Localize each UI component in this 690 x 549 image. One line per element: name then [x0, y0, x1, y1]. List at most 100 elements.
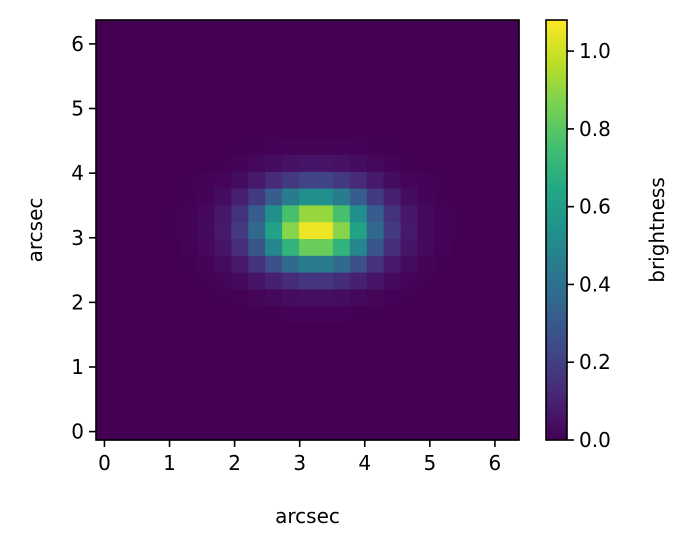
heatmap-cell — [400, 272, 419, 290]
heatmap-cell — [400, 406, 419, 424]
heatmap-cell — [146, 423, 165, 441]
heatmap-cell — [502, 305, 520, 323]
heatmap-cell — [197, 238, 216, 256]
heatmap-cell — [315, 104, 334, 122]
heatmap-cell — [485, 188, 503, 206]
heatmap-cell — [451, 339, 469, 357]
heatmap-cell — [163, 104, 182, 122]
heatmap-cell — [129, 389, 148, 407]
heatmap-cell — [451, 423, 469, 441]
heatmap-cell — [180, 372, 199, 391]
heatmap-cell — [451, 137, 469, 155]
heatmap-cell — [383, 372, 402, 391]
heatmap-cell — [468, 255, 486, 273]
heatmap-cell — [231, 70, 249, 88]
heatmap-cell — [315, 272, 334, 290]
heatmap-cell — [96, 406, 114, 424]
heatmap-cell — [485, 120, 503, 139]
heatmap-cell — [299, 339, 317, 357]
heatmap-cell — [315, 221, 334, 239]
heatmap-cell — [248, 322, 266, 340]
heatmap-cell — [349, 221, 368, 239]
heatmap-cell — [214, 154, 232, 172]
heatmap-cell — [163, 204, 182, 223]
heatmap-cell — [112, 238, 131, 256]
heatmap-cell — [248, 87, 266, 105]
heatmap-cell — [129, 221, 148, 239]
heatmap-cell — [383, 20, 402, 38]
heatmap-cell — [197, 339, 216, 357]
heatmap-cell — [96, 70, 114, 88]
heatmap-cell — [299, 272, 317, 290]
heatmap-cell — [332, 406, 351, 424]
heatmap-cell — [214, 322, 232, 340]
heatmap-cell — [96, 221, 114, 239]
heatmap-cell — [282, 255, 300, 273]
heatmap-cell — [434, 238, 452, 256]
heatmap-cell — [299, 53, 317, 71]
heatmap-cell — [282, 372, 300, 391]
heatmap-cell — [265, 53, 283, 71]
heatmap-cell — [129, 288, 148, 307]
heatmap-cell — [129, 204, 148, 223]
heatmap-cell — [231, 154, 249, 172]
heatmap-cell — [96, 204, 114, 223]
heatmap-cell — [366, 305, 385, 323]
heatmap-cell — [180, 137, 199, 155]
heatmap-cell — [315, 171, 334, 189]
heatmap-cell — [214, 356, 232, 374]
heatmap-cell — [231, 53, 249, 71]
heatmap-cell — [180, 120, 199, 139]
heatmap-cell — [332, 53, 351, 71]
heatmap-cell — [197, 423, 216, 441]
heatmap-cell — [400, 137, 419, 155]
heatmap-cell — [231, 406, 249, 424]
heatmap-cell — [265, 356, 283, 374]
heatmap-cell — [112, 272, 131, 290]
heatmap-cell — [282, 305, 300, 323]
heatmap-cell — [332, 238, 351, 256]
heatmap-cell — [434, 288, 452, 307]
heatmap-cell — [282, 423, 300, 441]
heatmap-cell — [299, 356, 317, 374]
heatmap-cell — [451, 20, 469, 38]
heatmap-cell — [332, 322, 351, 340]
heatmap-cell — [197, 322, 216, 340]
colorbar-tick-label: 0.8 — [579, 117, 611, 141]
heatmap-cell — [468, 20, 486, 38]
heatmap-cell — [129, 120, 148, 139]
heatmap-cell — [349, 104, 368, 122]
heatmap-cell — [197, 120, 216, 139]
heatmap-cell — [315, 20, 334, 38]
heatmap-cell — [434, 204, 452, 223]
heatmap-cell — [468, 70, 486, 88]
heatmap-cell — [349, 36, 368, 55]
heatmap-cell — [349, 20, 368, 38]
heatmap-cell — [451, 104, 469, 122]
heatmap-cell — [468, 221, 486, 239]
heatmap-cell — [299, 238, 317, 256]
heatmap-cell — [146, 255, 165, 273]
heatmap-cell — [468, 53, 486, 71]
heatmap-cell — [315, 305, 334, 323]
heatmap-cell — [434, 272, 452, 290]
heatmap-cell — [332, 221, 351, 239]
heatmap-cell — [383, 204, 402, 223]
heatmap-cell — [265, 171, 283, 189]
heatmap-cell — [265, 389, 283, 407]
heatmap-cell — [112, 339, 131, 357]
heatmap-cell — [96, 322, 114, 340]
heatmap-cell — [112, 255, 131, 273]
heatmap-cell — [434, 70, 452, 88]
heatmap-cell — [282, 20, 300, 38]
heatmap-cell — [315, 36, 334, 55]
heatmap-cell — [502, 36, 520, 55]
heatmap-cell — [214, 288, 232, 307]
heatmap-cell — [282, 104, 300, 122]
heatmap-cell — [299, 322, 317, 340]
heatmap-cell — [146, 171, 165, 189]
heatmap-cell — [129, 272, 148, 290]
heatmap-cell — [485, 221, 503, 239]
heatmap-cell — [502, 171, 520, 189]
heatmap-cell — [112, 20, 131, 38]
